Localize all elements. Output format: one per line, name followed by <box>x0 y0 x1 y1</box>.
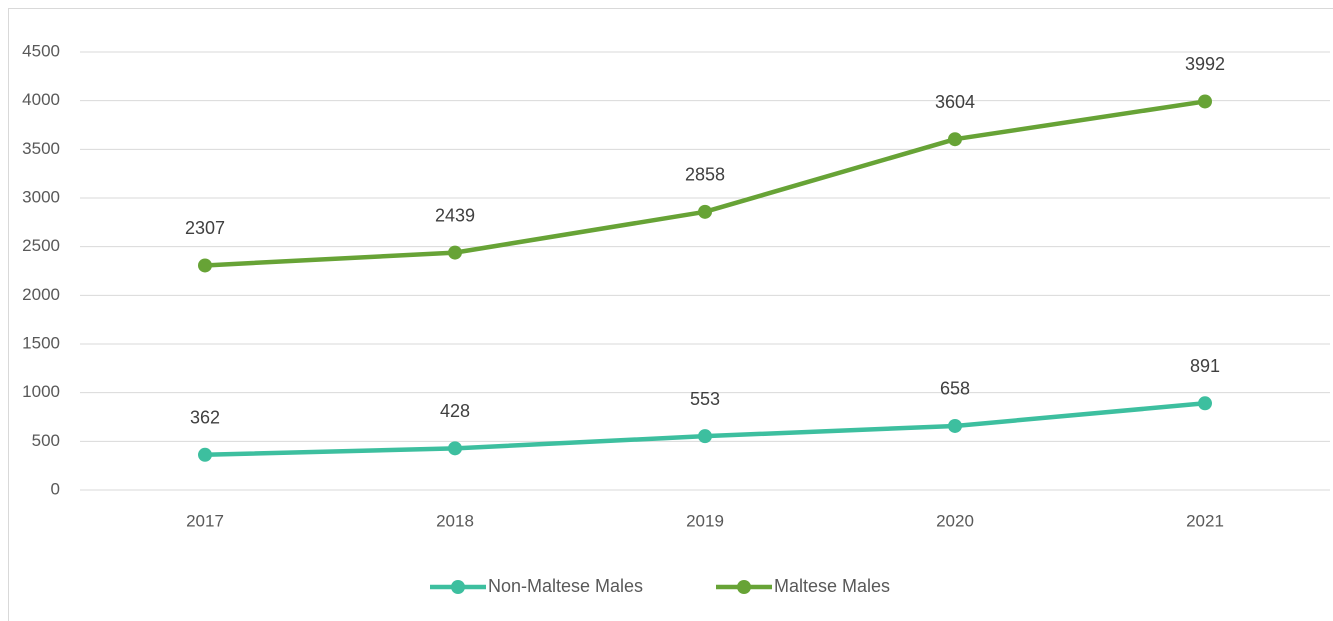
legend-marker <box>737 580 751 594</box>
point <box>448 441 462 456</box>
y-tick-label: 0 <box>51 479 60 498</box>
data-label: 553 <box>690 389 720 409</box>
point <box>1198 396 1212 411</box>
y-tick-label: 3500 <box>22 139 60 158</box>
point <box>448 245 462 260</box>
series-line <box>204 401 1206 458</box>
x-tick-label: 2019 <box>686 511 724 530</box>
chart-border <box>8 8 1333 621</box>
data-label: 658 <box>940 379 970 399</box>
y-tick-label: 1000 <box>22 382 60 401</box>
legend-label: Non-Maltese Males <box>488 576 643 596</box>
data-label: 891 <box>1190 356 1220 376</box>
point <box>1198 94 1212 109</box>
y-tick-label: 3000 <box>22 187 60 206</box>
y-tick-label: 2500 <box>22 236 60 255</box>
x-tick-label: 2017 <box>186 511 224 530</box>
x-tick-label: 2020 <box>936 511 974 530</box>
legend-label: Maltese Males <box>774 576 890 596</box>
x-tick-label: 2021 <box>1186 511 1224 530</box>
x-tick-label: 2018 <box>436 511 474 530</box>
point <box>948 132 962 147</box>
point <box>698 204 712 219</box>
y-tick-label: 4000 <box>22 90 60 109</box>
data-label: 362 <box>190 408 220 428</box>
data-label: 2858 <box>685 165 725 185</box>
data-label: 2439 <box>435 205 475 225</box>
y-tick-label: 4500 <box>22 41 60 60</box>
data-label: 3992 <box>1185 54 1225 74</box>
point <box>948 418 962 433</box>
legend-marker <box>451 580 465 594</box>
point <box>698 429 712 444</box>
point <box>198 258 212 273</box>
data-label: 2307 <box>185 218 225 238</box>
point <box>198 447 212 462</box>
y-tick-label: 2000 <box>22 285 60 304</box>
y-tick-label: 1500 <box>22 333 60 352</box>
y-tick-label: 500 <box>32 431 60 450</box>
data-label: 428 <box>440 401 470 421</box>
data-label: 3604 <box>935 92 975 112</box>
